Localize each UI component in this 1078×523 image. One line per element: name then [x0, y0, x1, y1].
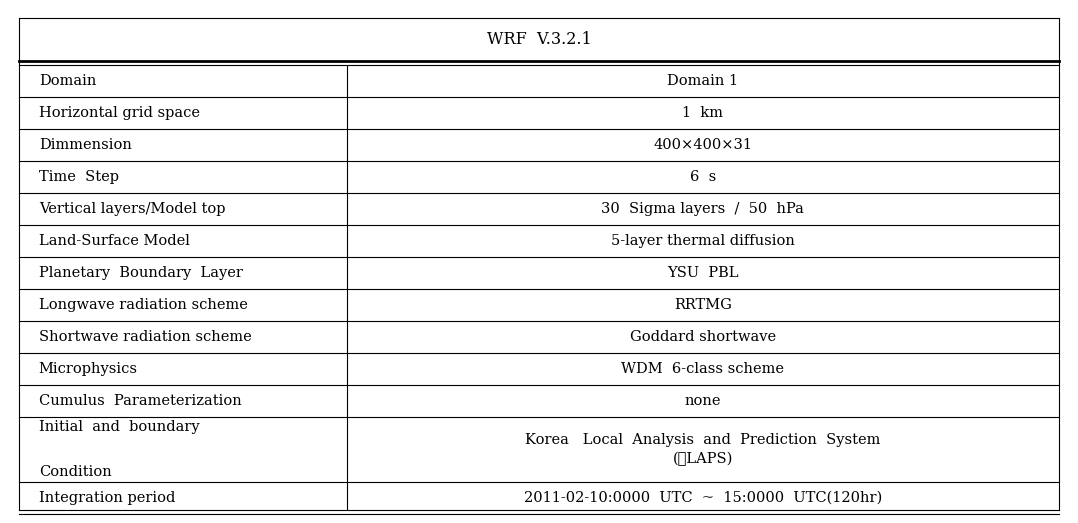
Text: Cumulus  Parameterization: Cumulus Parameterization — [39, 394, 241, 408]
Text: 400×400×31: 400×400×31 — [653, 138, 752, 152]
Text: Microphysics: Microphysics — [39, 362, 138, 377]
Text: Domain: Domain — [39, 74, 96, 88]
Text: Initial  and  boundary

Condition: Initial and boundary Condition — [39, 419, 199, 479]
Text: 2011-02-10:0000  UTC  ~  15:0000  UTC(120hr): 2011-02-10:0000 UTC ~ 15:0000 UTC(120hr) — [524, 491, 882, 505]
Text: Goddard shortwave: Goddard shortwave — [630, 331, 776, 344]
Text: WRF  V.3.2.1: WRF V.3.2.1 — [486, 31, 592, 48]
Text: Domain 1: Domain 1 — [667, 74, 738, 88]
Text: Land-Surface Model: Land-Surface Model — [39, 234, 190, 248]
Text: RRTMG: RRTMG — [674, 298, 732, 312]
Text: 1  km: 1 km — [682, 106, 723, 120]
Text: Planetary  Boundary  Layer: Planetary Boundary Layer — [39, 266, 243, 280]
Text: WDM  6-class scheme: WDM 6-class scheme — [621, 362, 784, 377]
Text: Time  Step: Time Step — [39, 170, 119, 184]
Text: YSU  PBL: YSU PBL — [667, 266, 738, 280]
Text: Integration period: Integration period — [39, 491, 176, 505]
Text: Korea   Local  Analysis  and  Prediction  System
(ＫLAPS): Korea Local Analysis and Prediction Syst… — [525, 433, 881, 467]
Text: 5-layer thermal diffusion: 5-layer thermal diffusion — [611, 234, 794, 248]
Text: none: none — [685, 394, 721, 408]
Text: Dimmension: Dimmension — [39, 138, 132, 152]
Text: 30  Sigma layers  /  50  hPa: 30 Sigma layers / 50 hPa — [602, 202, 804, 216]
Text: Longwave radiation scheme: Longwave radiation scheme — [39, 298, 248, 312]
Text: 6  s: 6 s — [690, 170, 716, 184]
Text: Vertical layers/Model top: Vertical layers/Model top — [39, 202, 225, 216]
Text: Shortwave radiation scheme: Shortwave radiation scheme — [39, 331, 251, 344]
Text: Horizontal grid space: Horizontal grid space — [39, 106, 199, 120]
